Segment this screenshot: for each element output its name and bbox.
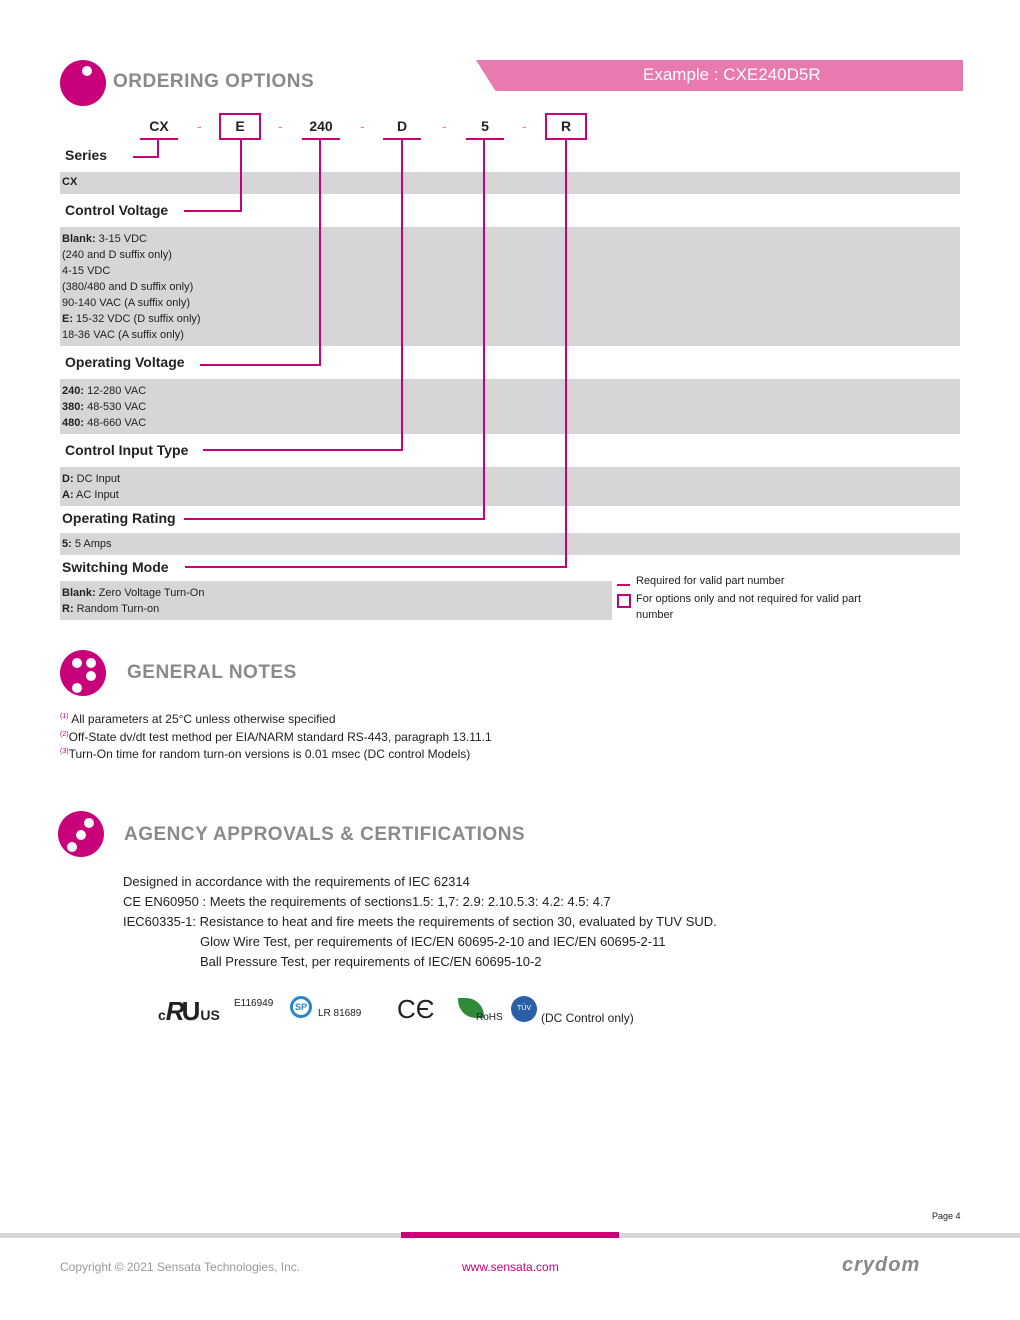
agency-title: AGENCY APPROVALS & CERTIFICATIONS [124, 824, 526, 845]
code-box-e [219, 113, 261, 140]
example-text: Example : CXE240D5R [643, 65, 821, 84]
separator: - [360, 118, 365, 134]
ce-logo-icon: CЄ [397, 994, 435, 1024]
ordering-title: ORDERING OPTIONS [113, 71, 315, 92]
note-3: (3)Turn-On time for random turn-on versi… [60, 747, 471, 761]
cert-line: Designed in accordance with the requirem… [123, 874, 470, 889]
crydom-logo: crydom [842, 1254, 921, 1276]
cert-line: Glow Wire Test, per requirements of IEC/… [200, 934, 666, 949]
code-operating-voltage: 240 [309, 118, 333, 134]
example-banner [476, 60, 963, 91]
label-switching-mode: Switching Mode [62, 559, 169, 575]
rohs-leaf-icon [458, 998, 484, 1018]
code-control-voltage: E [235, 118, 245, 134]
legend-required: Required for valid part number [636, 575, 785, 587]
copyright: Copyright © 2021 Sensata Technologies, I… [60, 1260, 301, 1274]
tuv-logo-icon: TÜV [511, 996, 537, 1022]
control-voltage-row: Blank: 3-15 VDC (240 and D suffix only) … [60, 227, 960, 346]
footer-accent [401, 1232, 619, 1238]
rohs-label: RoHS [476, 1012, 503, 1023]
ul-number: E116949 [234, 998, 274, 1009]
label-control-voltage: Control Voltage [65, 202, 169, 218]
separator: - [442, 118, 447, 134]
label-series: Series [65, 147, 108, 163]
code-series: CX [149, 118, 169, 134]
connector-lines [133, 113, 631, 608]
label-operating-voltage: Operating Voltage [65, 354, 185, 370]
note-2: (2)Off-State dv/dt test method per EIA/N… [60, 730, 492, 744]
cert-line: IEC60335-1: Resistance to heat and fire … [123, 914, 717, 929]
separator: - [522, 118, 527, 134]
tuv-note: (DC Control only) [541, 1011, 634, 1025]
cert-line: Ball Pressure Test, per requirements of … [200, 954, 542, 969]
notes-title: GENERAL NOTES [127, 662, 297, 683]
legend-optional: For options only and not required for va… [636, 593, 862, 621]
csa-logo-icon: SP [290, 996, 312, 1018]
section-bullet-icon [60, 60, 106, 106]
control-input-row: D: DC Input A: AC Input [60, 467, 960, 506]
code-switching-mode: R [560, 118, 572, 134]
separator: - [197, 118, 202, 134]
label-control-input: Control Input Type [65, 442, 189, 458]
note-1: (1) All parameters at 25°C unless otherw… [60, 712, 336, 726]
separator: - [278, 118, 283, 134]
code-box-r [545, 113, 587, 140]
operating-voltage-row: 240: 12-280 VAC 380: 48-530 VAC 480: 48-… [60, 379, 960, 434]
switching-mode-row: Blank: Zero Voltage Turn-On R: Random Tu… [60, 581, 612, 620]
csa-number: LR 81689 [318, 1008, 362, 1019]
code-control-input: D [396, 118, 408, 134]
label-rating: Operating Rating [62, 510, 176, 526]
series-row: CX [60, 172, 960, 194]
page-number: Page 4 [932, 1211, 961, 1221]
section-bullet-icon [60, 650, 106, 696]
website-link[interactable]: www.sensata.com [462, 1260, 559, 1274]
section-bullet-icon [58, 811, 104, 857]
row-text: CX [62, 176, 78, 188]
cert-line: CE EN60950 : Meets the requirements of s… [123, 894, 611, 909]
code-rating: 5 [481, 118, 489, 134]
rating-row: 5: 5 Amps [60, 533, 960, 555]
ul-logo: cRUUS [158, 996, 220, 1026]
